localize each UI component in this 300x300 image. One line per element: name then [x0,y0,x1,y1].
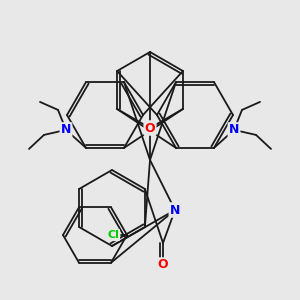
Text: O: O [145,122,155,134]
Text: N: N [229,123,239,136]
Text: O: O [158,259,168,272]
Text: N: N [61,123,71,136]
Text: Cl: Cl [107,230,119,240]
Text: N: N [170,203,180,217]
